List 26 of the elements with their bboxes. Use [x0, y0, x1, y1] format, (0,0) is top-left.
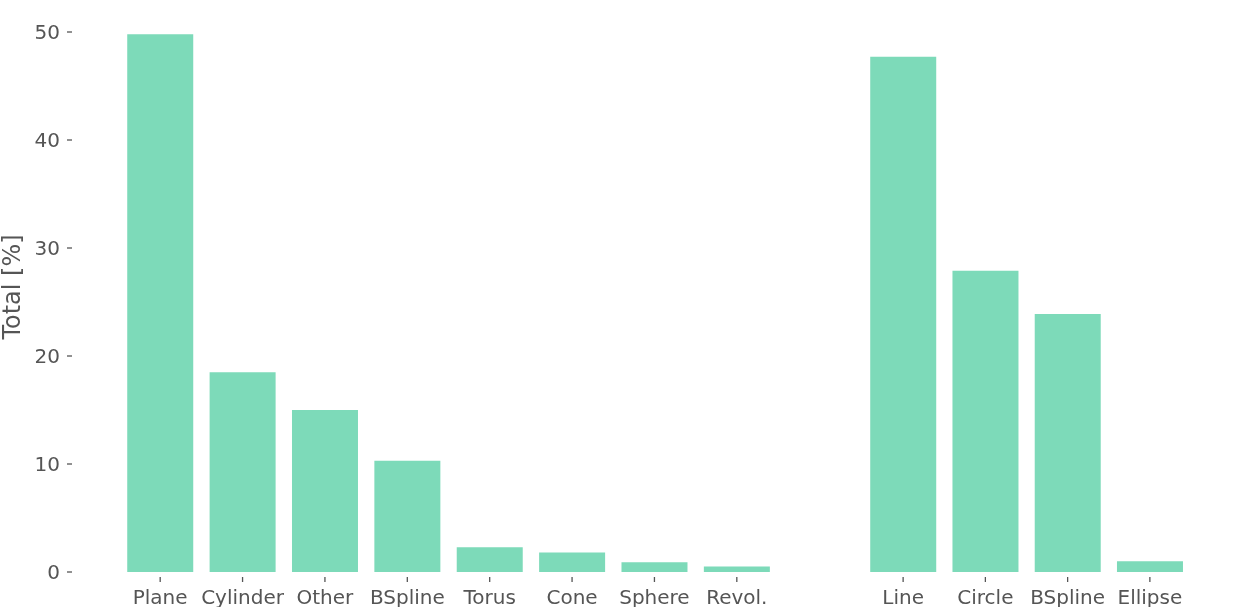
bar [209, 372, 276, 572]
bar [456, 547, 523, 572]
bar [539, 552, 606, 572]
bar [870, 56, 937, 572]
x-tick-label: Other [296, 585, 355, 607]
bar [952, 270, 1019, 572]
x-tick-label: Cone [546, 585, 598, 607]
bar [127, 34, 194, 572]
bar [703, 566, 770, 572]
bar [1034, 313, 1101, 572]
x-tick-label: Plane [132, 585, 188, 607]
y-axis-title: Total [%] [0, 234, 26, 341]
x-tick-label: Circle [957, 585, 1014, 607]
y-tick-label: 20 [34, 344, 60, 369]
bar [621, 562, 688, 572]
y-tick-label: 40 [34, 128, 60, 153]
x-tick-label: Revol. [706, 585, 768, 607]
y-tick-label: 0 [47, 560, 60, 585]
y-tick-label: 30 [34, 236, 60, 261]
x-tick-label: Line [882, 585, 924, 607]
bar [291, 410, 358, 572]
x-tick-label: Torus [462, 585, 516, 607]
bar [1116, 561, 1183, 572]
y-tick-label: 50 [34, 20, 60, 45]
y-tick-label: 10 [34, 452, 60, 477]
bar [374, 460, 441, 572]
